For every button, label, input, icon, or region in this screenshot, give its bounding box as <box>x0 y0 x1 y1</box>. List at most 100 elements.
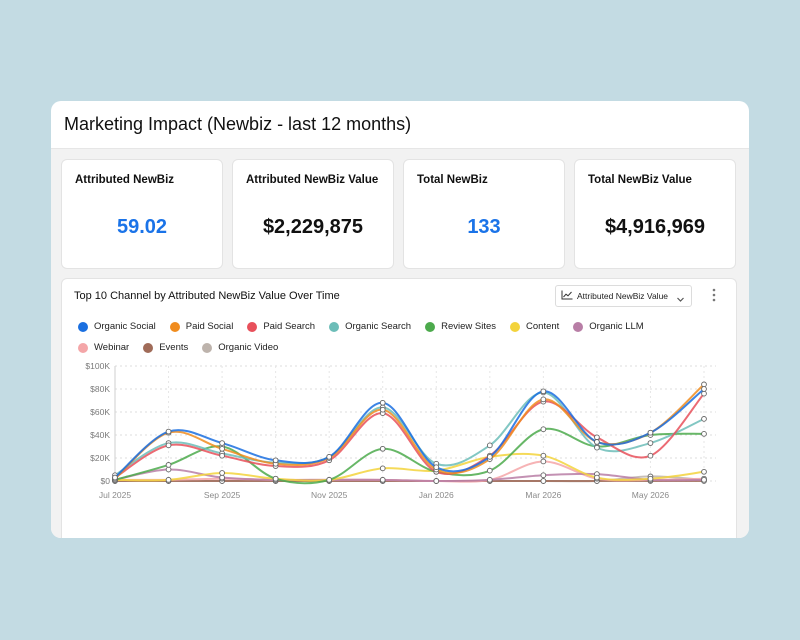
x-tick-label: Nov 2025 <box>311 490 348 500</box>
data-point <box>433 464 440 471</box>
metric-select-label: Attributed NewBiz Value <box>577 291 669 301</box>
kpi-total-newbiz: Total NewBiz 133 <box>403 159 565 269</box>
kpi-value: $4,916,969 <box>604 216 706 238</box>
data-point <box>219 440 225 446</box>
data-point <box>540 396 547 403</box>
chart-panel: Top 10 Channel by Attributed NewBiz Valu… <box>61 278 737 538</box>
kpi-attributed-newbiz: Attributed NewBiz 59.02 <box>61 159 223 269</box>
data-point <box>701 476 707 483</box>
data-point <box>647 452 654 459</box>
data-point <box>594 434 600 441</box>
data-point <box>647 429 654 436</box>
y-tick-label: $20K <box>90 453 110 463</box>
data-point <box>219 445 225 452</box>
legend-label: Organic LLM <box>589 321 644 332</box>
legend-label: Organic Search <box>345 321 412 332</box>
legend-swatch <box>247 321 258 332</box>
data-point <box>326 476 333 483</box>
data-point <box>486 442 493 449</box>
legend-swatch <box>329 321 340 332</box>
legend-label: Events <box>159 342 189 353</box>
kpi-value: $2,229,875 <box>262 216 364 238</box>
data-point <box>647 475 654 482</box>
y-tick-label: $100K <box>85 361 110 371</box>
legend-label: Paid Social <box>185 321 234 332</box>
card-header: Marketing Impact (Newbiz - last 12 month… <box>51 101 749 149</box>
legend-swatch <box>573 321 584 332</box>
y-tick-label: $40K <box>90 430 110 440</box>
data-point <box>379 445 386 452</box>
data-point <box>540 452 547 459</box>
data-point <box>219 474 225 481</box>
data-point <box>647 440 654 446</box>
legend-item[interactable]: Webinar <box>78 337 129 358</box>
data-point <box>701 386 707 392</box>
more-vertical-icon[interactable] <box>710 287 718 303</box>
legend-item[interactable]: Events <box>143 337 188 358</box>
legend-label: Paid Search <box>263 321 316 332</box>
data-point <box>701 390 707 397</box>
series-line <box>114 468 705 483</box>
legend-label: Organic Video <box>218 342 279 353</box>
data-point <box>701 430 707 437</box>
kpi-label: Attributed NewBiz Value <box>246 174 379 186</box>
legend-item[interactable]: Paid Social <box>169 316 234 337</box>
data-point <box>594 439 600 445</box>
legend-item[interactable]: Paid Search <box>247 316 315 337</box>
data-point <box>486 453 493 460</box>
data-point <box>701 381 707 388</box>
data-point <box>272 475 279 482</box>
legend-item[interactable]: Organic Social <box>78 316 156 337</box>
data-point <box>486 467 493 474</box>
series-line <box>114 388 705 479</box>
y-tick-label: $60K <box>90 407 110 417</box>
legend-swatch <box>169 321 180 332</box>
metric-select[interactable]: Attributed NewBiz Value <box>555 285 692 307</box>
legend-item[interactable]: Organic Search <box>329 316 411 337</box>
legend-label: Organic Social <box>94 321 156 332</box>
page-title: Marketing Impact (Newbiz - last 12 month… <box>64 114 412 134</box>
x-tick-label: May 2026 <box>632 490 670 500</box>
data-point <box>540 388 547 395</box>
chart-legend: Organic Social Paid Social Paid Search Orga… <box>78 316 718 358</box>
chart-title: Top 10 Channel by Attributed NewBiz Valu… <box>74 290 340 302</box>
legend-item[interactable]: Review Sites <box>425 316 496 337</box>
kpi-attributed-newbiz-value: Attributed NewBiz Value $2,229,875 <box>232 159 394 269</box>
data-point <box>165 476 172 483</box>
kpi-value: 59.02 <box>116 216 168 238</box>
data-point <box>165 442 172 449</box>
data-point <box>272 457 279 464</box>
legend-item[interactable]: Content <box>510 316 559 337</box>
legend-swatch <box>78 342 88 353</box>
x-tick-label: Mar 2026 <box>525 490 561 500</box>
kpi-total-newbiz-value: Total NewBiz Value $4,916,969 <box>574 159 736 269</box>
data-point <box>486 476 493 483</box>
legend-swatch <box>425 321 436 332</box>
data-point <box>165 462 172 468</box>
data-point <box>219 470 225 476</box>
data-point <box>112 474 118 481</box>
legend-item[interactable]: Organic Video <box>202 337 278 358</box>
data-point <box>540 478 547 484</box>
data-point <box>379 465 386 472</box>
data-point <box>540 426 547 433</box>
legend-item[interactable]: Organic LLM <box>573 316 644 337</box>
series-line <box>114 452 705 482</box>
legend-label: Review Sites <box>441 321 497 332</box>
line-chart-icon <box>561 287 573 305</box>
chevron-down-icon <box>676 291 685 309</box>
data-point <box>594 474 600 481</box>
x-tick-label: Sep 2025 <box>204 490 241 500</box>
legend-swatch <box>202 342 213 353</box>
kpi-value: 133 <box>467 216 501 238</box>
data-point <box>165 466 172 473</box>
data-point <box>701 416 707 422</box>
data-point <box>165 428 172 435</box>
card-body: Attributed NewBiz 59.02 Attributed NewBi… <box>51 149 749 538</box>
data-point <box>433 478 440 484</box>
line-chart: $0 $20K $40K $60K $80K $100K Jul 2025 Sep 2025 N… <box>85 361 716 500</box>
legend-label: Webinar <box>94 342 130 353</box>
data-point <box>379 476 386 483</box>
x-tick-label: Jan 2026 <box>419 490 454 500</box>
series-organic-social <box>112 386 707 481</box>
